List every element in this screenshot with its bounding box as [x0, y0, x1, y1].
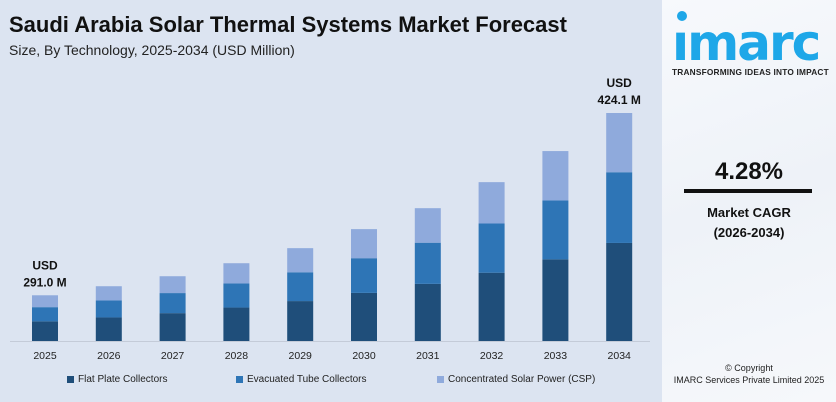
legend-swatch [437, 376, 444, 383]
bar-segment-2032-0 [478, 272, 505, 341]
bar-segment-2030-1 [351, 258, 377, 293]
legend-item-evacuated-tube: Evacuated Tube Collectors [236, 374, 367, 385]
divider [684, 189, 812, 193]
bar-segment-2026-1 [95, 300, 122, 318]
bar-segment-2033-2 [542, 151, 569, 201]
copyright-symbol: © Copyright [725, 363, 773, 373]
bar-segment-2033-1 [542, 200, 569, 260]
x-tick-label: 2027 [161, 350, 185, 362]
bar-segment-2025-0 [32, 321, 58, 341]
x-tick-label: 2026 [97, 350, 121, 362]
bar-segment-2027-2 [159, 276, 186, 294]
bar-segment-2031-1 [414, 242, 441, 284]
chart-panel: Saudi Arabia Solar Thermal Systems Marke… [9, 12, 650, 385]
cagr-value: 4.28% [714, 158, 784, 185]
imarc-logo: ımarc [672, 11, 821, 68]
legend-item-csp: Concentrated Solar Power (CSP) [437, 374, 595, 385]
bar-segment-2030-0 [351, 292, 377, 341]
chart-subtitle: Size, By Technology, 2025-2034 (USD Mill… [9, 42, 295, 58]
bar-segment-2027-1 [159, 293, 186, 314]
legend-label: Evacuated Tube Collectors [247, 374, 367, 385]
cagr-label: Market CAGR (2026-2034) [662, 203, 836, 243]
x-tick-label: 2032 [480, 350, 504, 362]
data-label-unit: USD [32, 258, 58, 272]
bar-segment-2034-1 [606, 172, 633, 243]
bar-segment-2031-2 [414, 208, 441, 243]
legend-label: Flat Plate Collectors [78, 374, 168, 385]
copyright-company: IMARC Services Private Limited 2025 [673, 375, 825, 385]
bar-segment-2034-0 [606, 242, 633, 341]
bar-segment-2031-0 [414, 283, 441, 341]
tagline: TRANSFORMING IDEAS INTO IMPACT [672, 67, 829, 77]
legend-item-flat-plate: Flat Plate Collectors [67, 374, 167, 385]
data-label-value: 291.0 M [23, 275, 66, 289]
x-tick-label: 2033 [544, 350, 568, 362]
cagr-period: (2026-2034) [713, 225, 785, 240]
bar-segment-2025-1 [32, 307, 58, 322]
bar-segment-2028-1 [223, 283, 250, 308]
legend-label: Concentrated Solar Power (CSP) [448, 374, 596, 385]
svg-text:ımarc: ımarc [672, 14, 819, 68]
bar-segment-2030-2 [351, 229, 377, 259]
legend-swatch [236, 376, 243, 383]
bar-segment-2032-2 [478, 182, 505, 224]
x-tick-label: 2031 [416, 350, 440, 362]
bar-segment-2029-2 [287, 248, 314, 273]
bar-segment-2029-1 [287, 272, 314, 302]
chart-title: Saudi Arabia Solar Thermal Systems Marke… [9, 12, 567, 37]
x-tick-label: 2025 [33, 350, 57, 362]
bar-segment-2028-2 [223, 263, 250, 284]
bar-segment-2026-2 [95, 286, 122, 301]
data-label-value: 424.1 M [598, 93, 641, 107]
bar-segment-2034-2 [606, 113, 633, 173]
x-tick-label: 2034 [608, 350, 632, 362]
x-tick-label: 2029 [289, 350, 313, 362]
info-panel: ımarc TRANSFORMING IDEAS INTO IMPACT 4.2… [662, 0, 836, 402]
bar-segment-2026-0 [95, 317, 122, 341]
data-label-unit: USD [607, 76, 633, 90]
stacked-bar-chart: 2025 USD 291.0 M 2026 2027 2028 2029 2030 2031 20… [10, 76, 650, 362]
bar-segment-2028-0 [223, 307, 250, 341]
bar-segment-2029-0 [287, 301, 314, 341]
x-tick-label: 2028 [225, 350, 249, 362]
legend-swatch [67, 376, 74, 383]
cagr-label-text: Market CAGR [707, 205, 791, 220]
copyright: © Copyright IMARC Services Private Limit… [662, 362, 836, 386]
bar-segment-2033-0 [542, 259, 569, 341]
bar-segment-2027-0 [159, 313, 186, 341]
bar-segment-2032-1 [478, 223, 505, 273]
bar-segment-2025-2 [32, 295, 58, 308]
x-tick-label: 2030 [352, 350, 376, 362]
